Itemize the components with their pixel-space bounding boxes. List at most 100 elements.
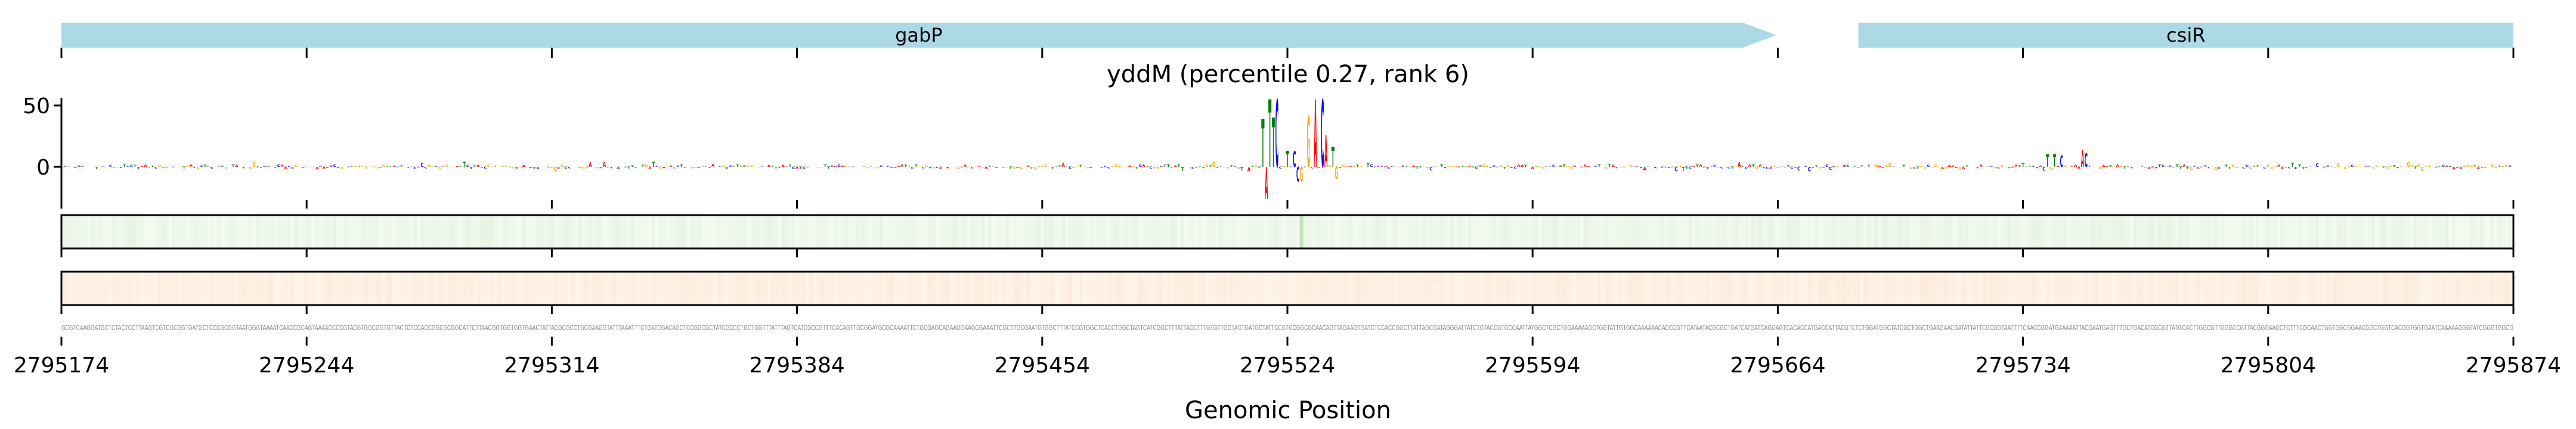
heatmap-cell <box>2392 272 2397 305</box>
logo-letter: G <box>305 166 309 167</box>
logo-letter: A <box>2277 164 2281 167</box>
logo-letter: G <box>1352 165 1355 167</box>
heatmap-cell <box>2410 272 2414 305</box>
heatmap-cell <box>1888 215 1891 248</box>
heatmap-cell <box>1611 215 1615 248</box>
heatmap-cell <box>1422 272 1426 305</box>
logo-letter: T <box>112 167 115 168</box>
heatmap-cell <box>1646 215 1650 248</box>
heatmap-cell <box>1531 215 1535 248</box>
logo-letter: T <box>1065 166 1069 167</box>
heatmap-cell <box>1695 215 1699 248</box>
heatmap-cell <box>413 215 417 248</box>
heatmap-cell <box>1461 272 1465 305</box>
heatmap-cell <box>1801 215 1804 248</box>
heatmap-cell <box>1226 272 1230 305</box>
heatmap-cell <box>2231 215 2235 248</box>
heatmap-cell <box>2385 272 2389 305</box>
heatmap-cell <box>431 272 435 305</box>
heatmap-cell <box>1447 272 1450 305</box>
heatmap-cell <box>427 272 431 305</box>
logo-letter: A <box>781 164 784 167</box>
heatmap-cell <box>1559 215 1562 248</box>
logo-letter: C <box>2309 166 2312 167</box>
heatmap-cell <box>2386 215 2389 248</box>
heatmap-cell <box>1394 272 1398 305</box>
heatmap-cell <box>469 272 473 305</box>
heatmap-cell <box>217 272 221 305</box>
logo-letter: A <box>1489 167 1493 168</box>
logo-letter: G <box>196 166 200 170</box>
heatmap-cell <box>252 215 256 248</box>
logo-letter: G <box>844 165 847 167</box>
heatmap-cell <box>1261 215 1265 248</box>
heatmap-cell <box>1439 272 1444 305</box>
logo-letter: A <box>1794 167 1797 168</box>
heatmap-cell <box>2389 272 2392 305</box>
heatmap-cell <box>2494 215 2498 248</box>
heatmap-cell <box>1104 215 1107 248</box>
heatmap-cell <box>1727 272 1731 305</box>
logo-letter: G <box>1360 166 1363 167</box>
heatmap-cell <box>407 215 410 248</box>
logo-letter: G <box>1934 164 1937 168</box>
heatmap-cell <box>1125 272 1128 305</box>
heatmap-cell <box>1510 272 1513 305</box>
logo-letter: G <box>2235 167 2238 169</box>
logo-letter: C <box>792 166 795 170</box>
heatmap-cell <box>897 215 900 248</box>
heatmap-cell <box>936 215 939 248</box>
heatmap-cell <box>1240 272 1244 305</box>
heatmap-cell <box>848 215 852 248</box>
heatmap-cell <box>66 272 70 305</box>
heatmap-cell <box>2312 272 2316 305</box>
heatmap-cell <box>123 215 126 248</box>
heatmap-cell <box>245 272 249 305</box>
heatmap-cell <box>1783 272 1787 305</box>
heatmap-cell <box>1685 272 1689 305</box>
heatmap-cell <box>266 272 270 305</box>
heatmap-cell <box>375 215 379 248</box>
logo-letter: T <box>1009 167 1013 170</box>
logo-letter: C <box>336 167 339 169</box>
heatmap-cell <box>1499 215 1503 248</box>
heatmap-cell <box>2210 272 2214 305</box>
logo-letter: G <box>2165 166 2169 167</box>
x-tick-label: 2795664 <box>1730 353 1825 378</box>
logo-letter: A <box>1664 167 1668 168</box>
heatmap-cell <box>799 272 803 305</box>
heatmap-cell <box>2144 215 2147 248</box>
heatmap-cell <box>1331 272 1335 305</box>
heatmap-cell <box>1209 272 1212 305</box>
logo-letter: C <box>1661 167 1664 168</box>
logo-letter: A <box>1948 165 1951 168</box>
logo-letter: A <box>624 167 627 168</box>
heatmap-cell <box>2484 272 2487 305</box>
heatmap-cell <box>1317 215 1321 248</box>
logo-letter: G <box>1328 166 1331 167</box>
heatmap-cell <box>487 215 491 248</box>
logo-letter: C <box>200 165 203 167</box>
heatmap-cell <box>2053 272 2057 305</box>
heatmap-cell <box>1650 215 1654 248</box>
heatmap-cell <box>963 215 967 248</box>
heatmap-cell <box>830 272 834 305</box>
heatmap-cell <box>900 215 904 248</box>
heatmap-cell <box>1639 272 1643 305</box>
gene-box-csiR[interactable] <box>1858 23 2513 48</box>
heatmap-cell <box>2175 272 2179 305</box>
logo-letter: C <box>2032 166 2035 167</box>
logo-letter: C <box>326 167 329 169</box>
logo-letter: G <box>2172 167 2176 169</box>
logo-letter: T <box>2088 166 2091 167</box>
logo-letter: C <box>63 166 66 167</box>
heatmap-cell <box>921 272 925 305</box>
heatmap-cell <box>1488 272 1493 305</box>
heatmap-cell <box>802 215 806 248</box>
heatmap-cell <box>781 215 785 248</box>
x-tick-label: 2795874 <box>2466 353 2561 378</box>
heatmap-cell <box>112 215 116 248</box>
gene-arrow-gabP[interactable] <box>61 23 1776 48</box>
logo-letter: T <box>775 167 778 170</box>
heatmap-cell <box>2273 215 2277 248</box>
